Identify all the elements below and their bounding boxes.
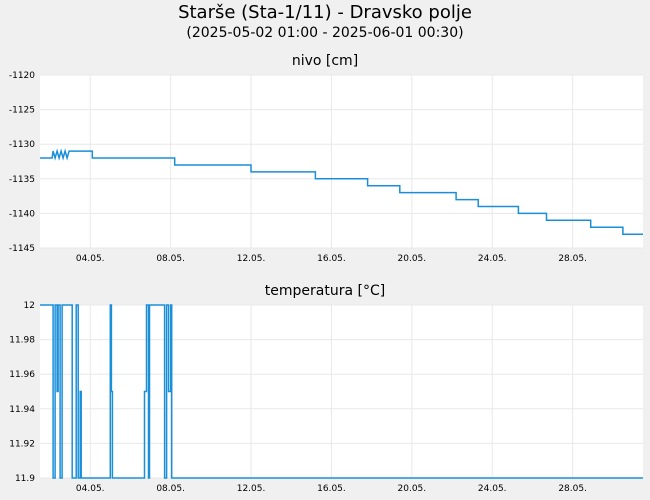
temperatura-panel: 12 11.98 11.96 11.94 11.92 11.9 04.05. 08.05. 12… (9, 283, 643, 494)
x-tick-label: 20.05. (398, 254, 427, 264)
y-tick-label: -1125 (9, 106, 35, 116)
series-line (40, 304, 643, 479)
x-tick-label: 24.05. (478, 484, 507, 494)
y-tick-label: -1135 (9, 175, 35, 185)
x-tick-label: 28.05. (558, 484, 587, 494)
plot-area (40, 75, 643, 248)
plot-area (40, 305, 643, 478)
x-tick-label: 16.05. (317, 484, 346, 494)
y-tick-label: 11.96 (9, 370, 35, 380)
series-line (40, 148, 643, 235)
x-tick-label: 28.05. (558, 254, 587, 264)
y-tick-label: 11.92 (9, 439, 35, 449)
x-tick-label: 04.05. (76, 484, 105, 494)
panel-title: temperatura [°C] (265, 283, 385, 299)
x-tick-label: 04.05. (76, 254, 105, 264)
x-tick-label: 16.05. (317, 254, 346, 264)
x-tick-label: 12.05. (237, 254, 266, 264)
y-tick-label: 11.94 (9, 405, 35, 415)
y-tick-label: 11.9 (15, 474, 35, 484)
y-tick-label: 12 (24, 301, 35, 311)
chart-subtitle: (2025-05-02 01:00 - 2025-06-01 00:30) (186, 25, 464, 41)
x-tick-label: 20.05. (398, 484, 427, 494)
y-tick-label: 11.98 (9, 336, 35, 346)
y-tick-label: -1145 (9, 244, 35, 254)
y-tick-label: -1130 (9, 140, 35, 150)
x-tick-label: 24.05. (478, 254, 507, 264)
y-tick-label: -1120 (9, 71, 35, 81)
x-tick-label: 12.05. (237, 484, 266, 494)
panel-title: nivo [cm] (292, 53, 358, 69)
chart-title: Starše (Sta-1/11) - Dravsko polje (178, 2, 472, 23)
nivo-panel: -1120 -1125 -1130 -1135 -1140 -1145 04.05. 08.0… (9, 53, 643, 264)
x-tick-label: 08.05. (156, 484, 185, 494)
y-tick-label: -1140 (9, 209, 35, 219)
x-tick-label: 08.05. (156, 254, 185, 264)
